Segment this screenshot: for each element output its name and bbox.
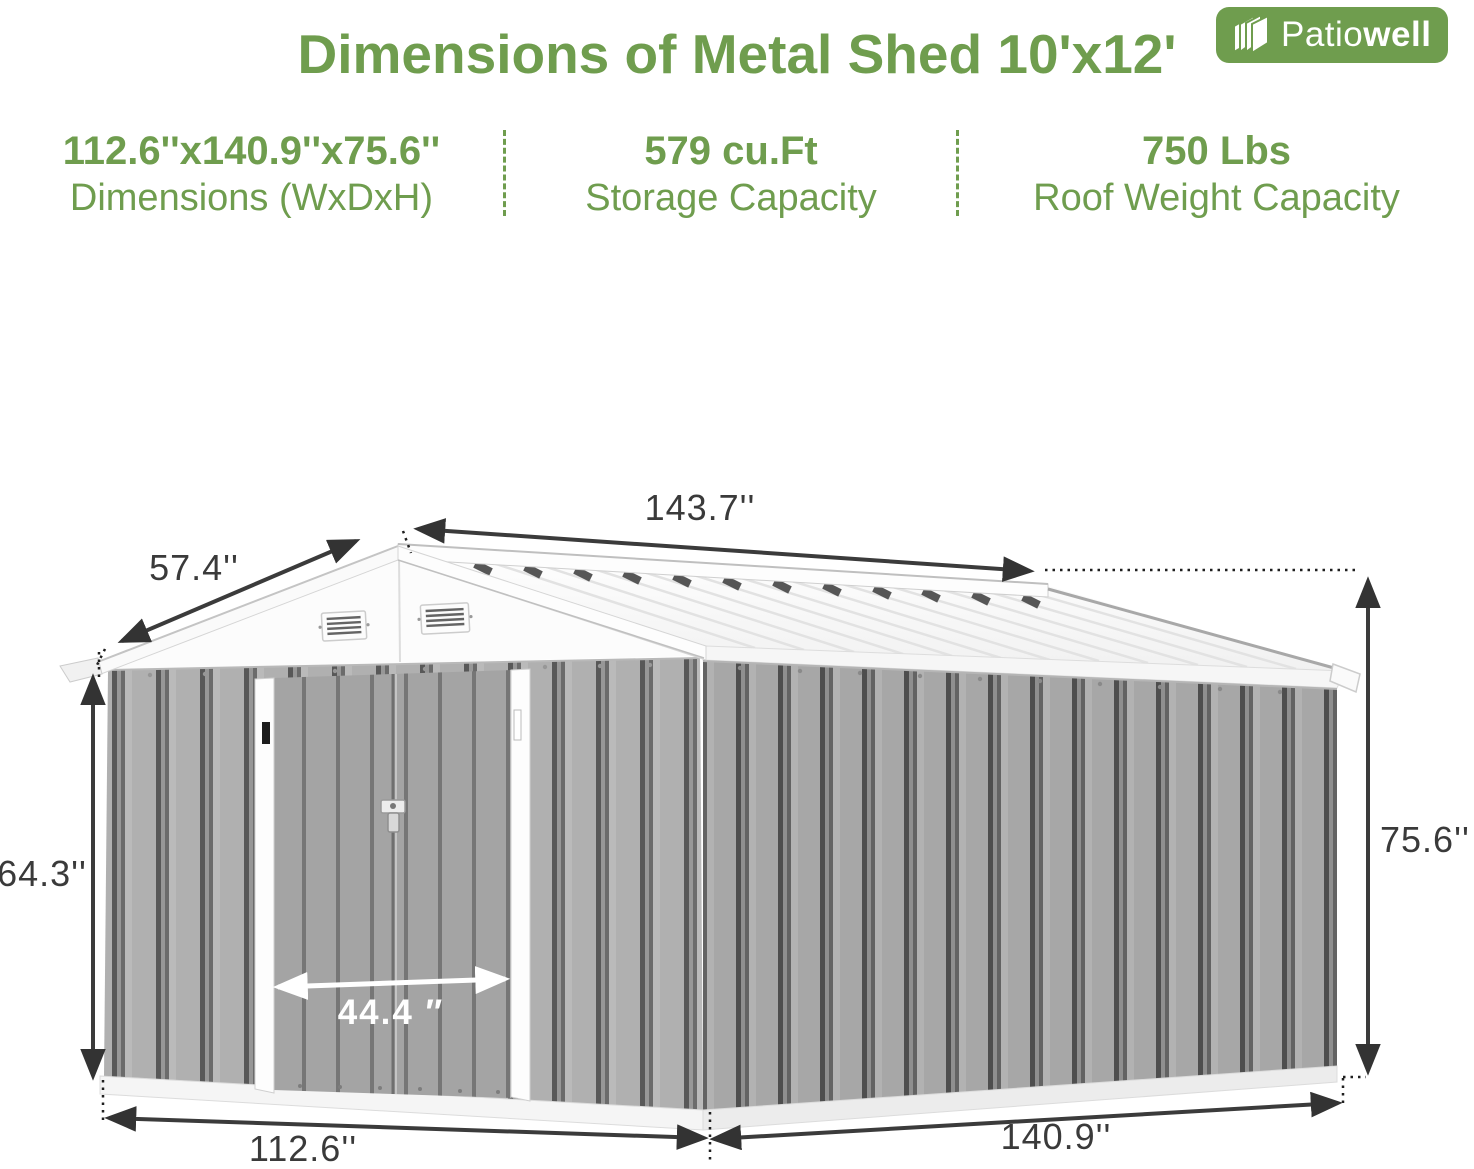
label-eave-wall-height: 64.3'' bbox=[0, 853, 87, 894]
door-right-trim bbox=[510, 668, 531, 1102]
spec-divider bbox=[502, 130, 506, 216]
shed-door bbox=[254, 668, 531, 1102]
door-latch-slot bbox=[513, 709, 522, 741]
door-bottom-rivets bbox=[298, 1084, 500, 1094]
spec-dimensions-label: Dimensions (WxDxH) bbox=[69, 177, 434, 219]
front-eave-shadow bbox=[107, 657, 701, 671]
gable-vent-left bbox=[318, 610, 370, 642]
door-hinge bbox=[262, 722, 270, 744]
label-roof-slope-width: 57.4'' bbox=[149, 547, 239, 588]
label-side-depth: 140.9'' bbox=[1001, 1116, 1112, 1157]
spec-dimensions-value: 112.6''x140.9''x75.6'' bbox=[62, 129, 441, 173]
spec-dimensions: 112.6''x140.9''x75.6'' Dimensions (WxDxH… bbox=[0, 126, 503, 220]
label-total-height: 75.6'' bbox=[1380, 819, 1470, 860]
door-handle bbox=[380, 799, 406, 833]
spec-bar: 112.6''x140.9''x75.6'' Dimensions (WxDxH… bbox=[0, 126, 1474, 220]
arrow-front-width bbox=[104, 1106, 709, 1150]
arrow-roof-slope-width bbox=[117, 539, 361, 643]
spec-storage-label: Storage Capacity bbox=[585, 177, 877, 219]
label-roof-ridge-length: 143.7'' bbox=[645, 487, 756, 528]
patiowell-logo-icon bbox=[1233, 13, 1269, 55]
spec-storage: 579 cu.Ft Storage Capacity bbox=[506, 126, 956, 220]
dimension-arrows bbox=[80, 518, 1381, 1151]
arrow-door-width bbox=[272, 966, 511, 1000]
gable-seam bbox=[398, 555, 401, 663]
spec-roof-weight-label: Roof Weight Capacity bbox=[1033, 177, 1400, 219]
spec-storage-value: 579 cu.Ft bbox=[644, 129, 818, 173]
left-eave-bracket bbox=[59, 657, 103, 683]
spec-roof-weight: 750 Lbs Roof Weight Capacity bbox=[959, 126, 1474, 220]
dimension-annotations: 57.4'' 143.7'' 64.3'' 75.6'' 44.4 ″ 112.… bbox=[0, 487, 1470, 1169]
spec-roof-weight-value: 750 Lbs bbox=[1142, 129, 1292, 173]
roof-rear-edge bbox=[1047, 587, 1346, 673]
door-left-trim bbox=[254, 677, 275, 1094]
arrow-roof-ridge-length bbox=[413, 518, 1035, 582]
brand-name: Patiowell bbox=[1281, 15, 1432, 54]
side-wall-rivets bbox=[737, 665, 1283, 695]
spec-divider bbox=[956, 130, 960, 216]
front-wall-rivets bbox=[147, 662, 653, 678]
shed-illustration bbox=[59, 543, 1361, 1131]
shed-side-wall bbox=[703, 658, 1337, 1110]
side-eave-shadow bbox=[702, 660, 1338, 690]
label-door-width: 44.4 ″ bbox=[338, 993, 445, 1032]
patiowell-logo: Patiowell bbox=[1216, 7, 1448, 63]
arrow-side-depth bbox=[709, 1091, 1343, 1151]
page-title: Dimensions of Metal Shed 10'x12' bbox=[297, 23, 1177, 85]
gable-vent-right bbox=[417, 602, 473, 635]
label-front-width: 112.6'' bbox=[249, 1128, 357, 1169]
